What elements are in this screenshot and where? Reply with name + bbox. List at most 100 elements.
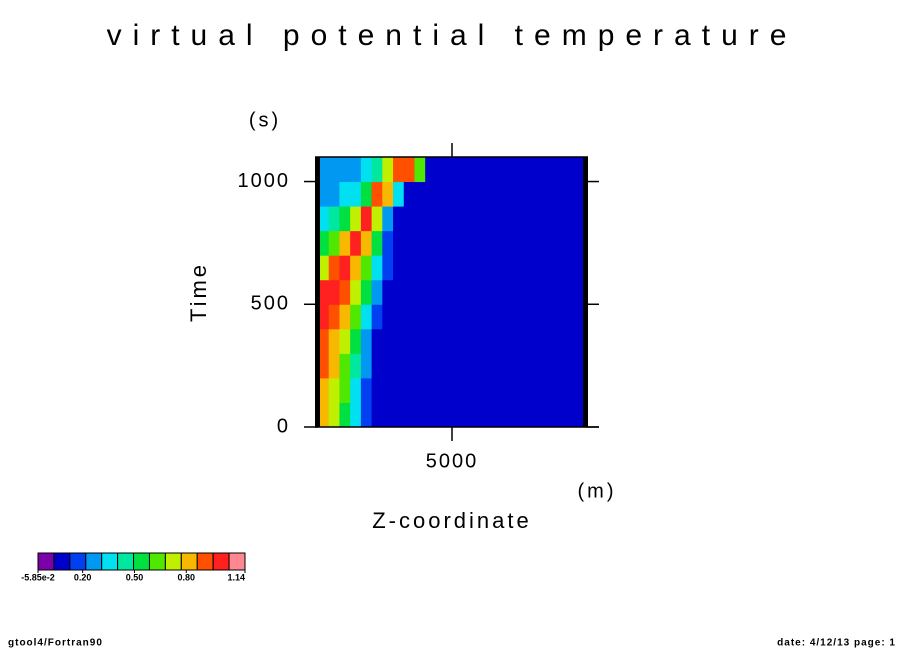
footer-left: gtool4/Fortran90 [8,638,103,649]
colorbar-label: 1.14 [227,572,245,582]
colorbar-swatch [101,552,119,571]
cell [435,402,448,428]
cell [360,157,373,183]
cell [360,402,373,428]
cell [403,206,415,232]
cell [350,353,362,379]
colorbar-swatch [133,552,150,571]
cell [328,304,340,330]
cell [371,255,383,281]
cell [446,304,587,330]
cell [414,328,426,354]
cell [435,279,448,305]
cell [371,206,383,232]
cell [328,181,340,207]
cell [446,255,587,281]
cell [339,328,351,354]
cell [446,181,587,207]
colorbar-label: 0.80 [178,572,196,582]
cell [318,304,330,330]
x-axis-label: Z-coordinate [372,508,532,533]
cell [328,279,340,305]
cell [435,328,448,354]
colorbar-swatch [69,552,87,571]
cell [446,377,587,403]
cell [350,255,362,281]
cell [425,206,437,232]
cell [435,377,448,403]
x-tick-label: 5000 [426,450,479,472]
thick-border [583,157,588,427]
cell [339,304,351,330]
cell [446,157,587,183]
cell [393,304,405,330]
chart-title: virtual potential temperature [107,19,798,52]
cell [446,206,587,232]
cell [371,304,383,330]
cell [318,328,330,354]
cell [339,353,351,379]
cell [360,181,373,207]
cell [328,230,340,256]
thick-border [315,157,320,427]
cell [393,255,405,281]
cell [435,206,448,232]
cell [393,181,405,207]
cell [360,279,373,305]
cell [360,328,373,354]
cell [360,230,373,256]
cell [425,304,437,330]
cell [435,304,448,330]
cell [393,377,405,403]
cell [318,157,330,183]
cell [425,402,437,428]
cell [425,157,437,183]
cell [371,402,383,428]
cell [403,279,415,305]
cell [360,304,373,330]
cell [382,353,394,379]
cell [403,328,415,354]
y-tick-label: 0 [277,415,290,437]
cell [318,181,330,207]
cell [425,230,437,256]
cell [414,181,426,207]
cell [318,279,330,305]
cell [350,328,362,354]
cell [360,353,373,379]
cell [350,230,362,256]
y-tick-label: 500 [251,293,290,315]
cell [318,255,330,281]
cell [435,230,448,256]
cell [425,279,437,305]
colorbar-swatch [212,552,230,571]
cell [382,230,394,256]
cell [435,157,448,183]
cell [382,304,394,330]
cell [446,353,587,379]
cell [360,255,373,281]
cell [328,402,340,428]
cell [350,157,362,183]
cell [339,230,351,256]
cell [393,402,405,428]
cell [360,377,373,403]
cell [425,255,437,281]
cell [403,304,415,330]
cell [328,353,340,379]
cell [393,353,405,379]
cell [425,328,437,354]
colorbar-swatch [37,552,55,571]
cell [446,279,587,305]
colorbar-label: -5.85e-2 [21,572,55,582]
cell [414,255,426,281]
cell [382,206,394,232]
cell [403,402,415,428]
cell [393,230,405,256]
cell [339,157,351,183]
cell [371,181,383,207]
cell [414,157,426,183]
cell [328,377,340,403]
cell [339,279,351,305]
colorbar-swatch [180,552,198,571]
